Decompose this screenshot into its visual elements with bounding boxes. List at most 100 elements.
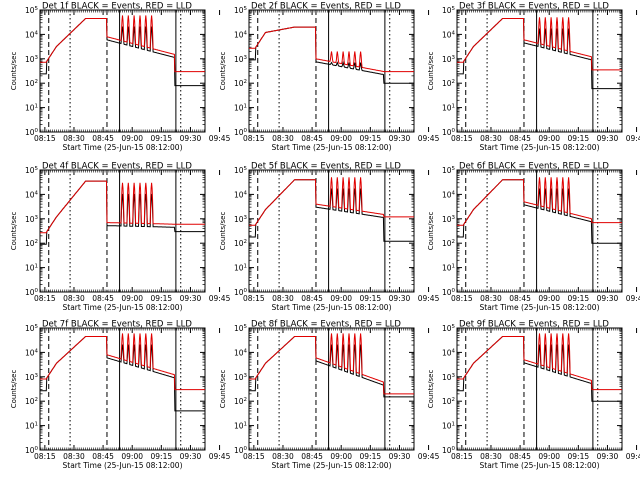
x-axis-label: Start Time (25-Jun-15 08:12:00) — [272, 461, 392, 470]
x-tick-label: 08:15 — [34, 452, 56, 461]
y-tick-label: 102 — [234, 79, 247, 88]
y-tick-label: 103 — [25, 215, 39, 224]
series-lld-line — [249, 333, 414, 395]
y-tick-label: 103 — [442, 373, 456, 382]
series-events-line — [40, 336, 205, 412]
x-tick-label: 09:00 — [330, 452, 352, 461]
chart-title: Det 6f BLACK = Events, RED = LLD — [459, 162, 609, 172]
x-axis-label: Start Time (25-Jun-15 08:12:00) — [272, 143, 392, 152]
y-tick-label: 104 — [234, 348, 248, 357]
chart-title: Det 9f BLACK = Events, RED = LLD — [459, 320, 609, 330]
x-tick-label: 08:15 — [243, 452, 265, 461]
x-tick-label: 09:30 — [180, 452, 202, 461]
y-axis-label: Counts/sec — [219, 52, 227, 91]
y-tick-label: 104 — [25, 30, 39, 39]
y-tick-label: 102 — [25, 79, 38, 88]
x-axis-label: Start Time (25-Jun-15 08:12:00) — [63, 303, 183, 312]
series-lld-line — [40, 15, 205, 73]
x-tick-label: 09:30 — [180, 294, 202, 303]
y-axis-label: Counts/sec — [10, 52, 18, 91]
x-tick-label: 08:45 — [92, 452, 114, 461]
x-tick-label: 08:30 — [480, 452, 502, 461]
y-tick-label: 105 — [234, 324, 248, 333]
x-tick-label: 09:00 — [330, 294, 352, 303]
x-axis-label: Start Time (25-Jun-15 08:12:00) — [63, 143, 183, 152]
x-tick-label: 09:45 — [626, 134, 640, 143]
x-tick-label: 09:00 — [121, 134, 143, 143]
chart-panel-9: Det 9f BLACK = Events, RED = LLD 100 101 10… — [427, 320, 640, 471]
y-tick-label: 100 — [442, 288, 456, 297]
y-tick-label: 100 — [234, 288, 248, 297]
x-tick-label: 09:15 — [568, 134, 590, 143]
x-tick-label: 09:30 — [597, 294, 619, 303]
chart-title: Det 1f BLACK = Events, RED = LLD — [42, 2, 192, 12]
x-tick-label: 09:45 — [209, 134, 231, 143]
chart-title: Det 8f BLACK = Events, RED = LLD — [251, 320, 401, 330]
y-tick-label: 103 — [234, 55, 248, 64]
x-tick-label: 09:00 — [121, 452, 143, 461]
chart-panel-3: Det 3f BLACK = Events, RED = LLD 100 101 10… — [427, 2, 640, 153]
x-tick-label: 08:30 — [63, 294, 85, 303]
chart-panel-6: Det 6f BLACK = Events, RED = LLD 100 101 10… — [427, 162, 640, 313]
y-tick-label: 105 — [234, 166, 248, 175]
series-lld-line — [249, 26, 414, 73]
y-tick-label: 102 — [234, 239, 247, 248]
x-tick-label: 08:45 — [92, 294, 114, 303]
y-tick-label: 101 — [25, 422, 38, 431]
x-tick-label: 08:30 — [272, 134, 294, 143]
y-tick-label: 100 — [442, 128, 456, 137]
x-tick-label: 09:15 — [151, 452, 173, 461]
x-tick-label: 08:30 — [480, 294, 502, 303]
chart-title: Det 3f BLACK = Events, RED = LLD — [459, 2, 609, 12]
x-tick-label: 08:15 — [243, 294, 265, 303]
y-tick-label: 105 — [25, 166, 39, 175]
x-tick-label: 09:00 — [121, 294, 143, 303]
y-tick-label: 105 — [442, 324, 456, 333]
x-tick-label: 09:15 — [360, 452, 382, 461]
x-tick-label: 08:15 — [34, 294, 56, 303]
x-tick-label: 09:30 — [597, 452, 619, 461]
x-axis-label: Start Time (25-Jun-15 08:12:00) — [63, 461, 183, 470]
x-tick-label: 08:45 — [509, 294, 531, 303]
x-tick-label: 08:15 — [34, 134, 56, 143]
x-axis-label: Start Time (25-Jun-15 08:12:00) — [480, 461, 600, 470]
chart-title: Det 2f BLACK = Events, RED = LLD — [251, 2, 401, 12]
x-tick-label: 09:45 — [626, 452, 640, 461]
y-tick-label: 100 — [234, 446, 248, 455]
y-tick-label: 101 — [25, 104, 38, 113]
x-tick-label: 08:30 — [272, 452, 294, 461]
chart-panel-7: Det 7f BLACK = Events, RED = LLD 100 101 10… — [10, 320, 231, 471]
chart-panel-8: Det 8f BLACK = Events, RED = LLD 100 101 10… — [219, 320, 440, 471]
y-axis-label: Counts/sec — [10, 212, 18, 251]
y-axis-label: Counts/sec — [10, 370, 18, 409]
x-tick-label: 08:45 — [301, 452, 323, 461]
x-tick-label: 09:45 — [209, 452, 231, 461]
y-tick-label: 101 — [234, 104, 247, 113]
y-tick-label: 104 — [25, 348, 39, 357]
x-tick-label: 09:15 — [568, 452, 590, 461]
series-lld-line — [457, 17, 622, 71]
x-axis-label: Start Time (25-Jun-15 08:12:00) — [480, 303, 600, 312]
chart-panel-2: Det 2f BLACK = Events, RED = LLD 100 101 10… — [219, 2, 440, 153]
x-tick-label: 09:00 — [538, 452, 560, 461]
y-tick-label: 103 — [442, 215, 456, 224]
y-tick-label: 100 — [442, 446, 456, 455]
x-tick-label: 09:00 — [330, 134, 352, 143]
x-tick-label: 09:15 — [151, 134, 173, 143]
x-tick-label: 09:15 — [360, 294, 382, 303]
x-tick-label: 09:00 — [538, 134, 560, 143]
y-tick-label: 102 — [442, 397, 455, 406]
y-axis-label: Counts/sec — [219, 370, 227, 409]
x-tick-label: 09:00 — [538, 294, 560, 303]
x-tick-label: 09:45 — [418, 134, 440, 143]
y-tick-label: 102 — [234, 397, 247, 406]
series-lld-line — [249, 177, 414, 226]
chart-title: Det 7f BLACK = Events, RED = LLD — [42, 320, 192, 330]
y-tick-label: 104 — [25, 190, 39, 199]
y-tick-label: 104 — [442, 348, 456, 357]
y-tick-label: 105 — [25, 324, 39, 333]
x-tick-label: 09:45 — [626, 294, 640, 303]
x-tick-label: 08:30 — [480, 134, 502, 143]
y-tick-label: 105 — [234, 6, 248, 15]
x-tick-label: 09:30 — [389, 452, 411, 461]
